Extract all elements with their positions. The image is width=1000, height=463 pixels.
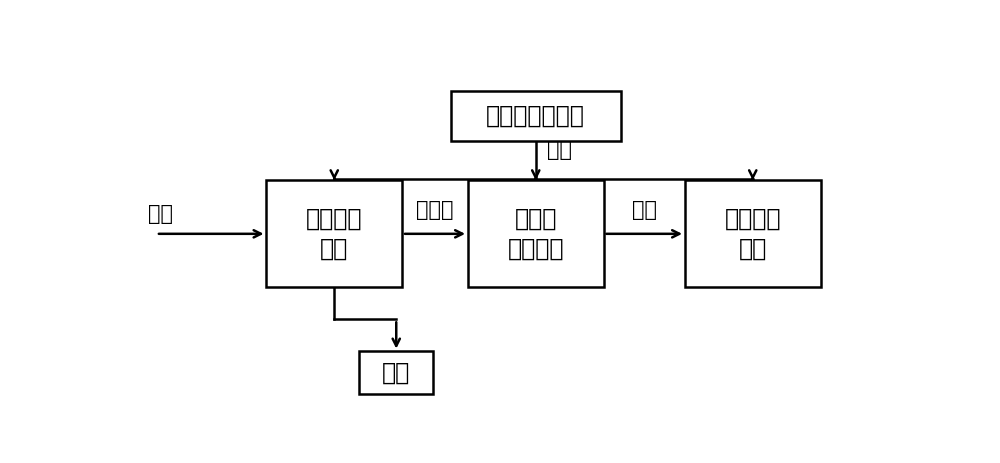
Text: 浓海水: 浓海水 bbox=[416, 200, 454, 219]
Bar bbox=[685, 181, 821, 287]
Text: 海水淡化
设备: 海水淡化 设备 bbox=[306, 207, 362, 261]
Text: 太阳能聚光设备: 太阳能聚光设备 bbox=[486, 104, 585, 128]
Text: 海水: 海水 bbox=[148, 204, 173, 224]
Bar bbox=[266, 181, 402, 287]
Text: 固态储氢
设备: 固态储氢 设备 bbox=[724, 207, 781, 261]
Text: 氢气: 氢气 bbox=[632, 200, 657, 219]
Text: 淡水: 淡水 bbox=[382, 361, 410, 385]
Text: 电解水
制氢设备: 电解水 制氢设备 bbox=[508, 207, 564, 261]
Text: 电能: 电能 bbox=[547, 140, 572, 160]
Bar bbox=[451, 91, 621, 141]
Bar bbox=[359, 351, 433, 394]
Bar bbox=[468, 181, 604, 287]
